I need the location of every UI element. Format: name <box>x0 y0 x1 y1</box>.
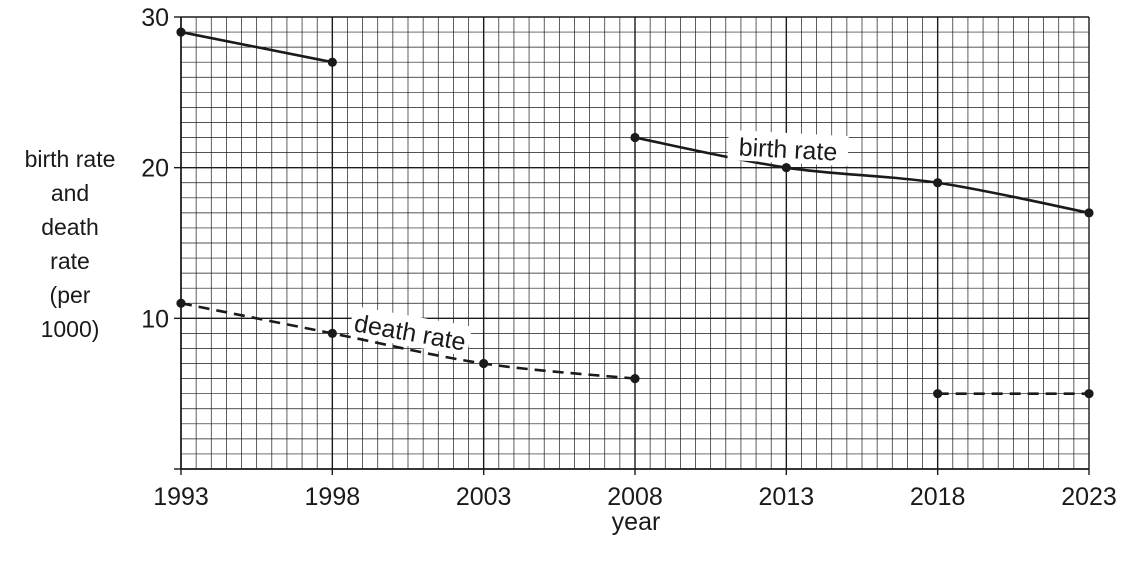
birth-rate-point <box>630 132 640 143</box>
birth-rate-line <box>634 136 1090 215</box>
x-tick-label: 2003 <box>456 483 512 511</box>
birth-rate-label: birth rate <box>727 129 849 167</box>
birth-rate-line <box>180 30 333 64</box>
death-rate-point <box>1084 389 1094 399</box>
birth-rate-point <box>1084 208 1094 218</box>
y-axis-label-line: birth rate <box>24 146 116 172</box>
x-tick-label: 2013 <box>759 483 815 511</box>
y-axis-label-line: (per <box>49 282 91 308</box>
y-axis-label-line: 1000) <box>40 316 100 342</box>
x-tick-label: 2008 <box>607 483 663 511</box>
birth-rate-point <box>781 163 791 173</box>
death-rate-point <box>630 374 640 384</box>
birth-rate-point <box>327 57 337 67</box>
y-tick-label: 10 <box>141 305 169 333</box>
x-tick-label: 2018 <box>910 483 966 511</box>
plot-grid <box>180 16 1090 470</box>
y-axis-label-line: and <box>50 180 90 206</box>
death-rate-point <box>327 328 337 338</box>
death-rate-point <box>479 358 489 369</box>
birth-rate-point <box>176 27 186 37</box>
x-tick-label: 2023 <box>1061 483 1117 511</box>
death-rate-point <box>933 389 943 399</box>
x-tick-label: 1998 <box>305 483 361 511</box>
death-rate-point <box>176 298 186 308</box>
plot-series <box>176 27 1094 399</box>
birth-rate-label-backing <box>727 129 849 167</box>
x-tick-label: 1993 <box>153 483 209 511</box>
y-axis-label: birth rate and death rate (per 1000) <box>0 142 140 346</box>
plot-axes: 1993 1998 2003 2008 2013 2018 2023 10 20 30 <box>141 4 1117 511</box>
y-axis-label-line: death <box>41 214 99 240</box>
x-axis-label: year <box>611 508 661 536</box>
birth-rate-point <box>933 178 943 188</box>
y-tick-label: 20 <box>141 155 169 183</box>
death-rate-label-backing <box>348 305 473 357</box>
y-axis-label-line: rate <box>50 248 90 274</box>
birth-rate-label-text: birth rate <box>738 133 838 166</box>
y-tick-label: 30 <box>141 4 169 32</box>
